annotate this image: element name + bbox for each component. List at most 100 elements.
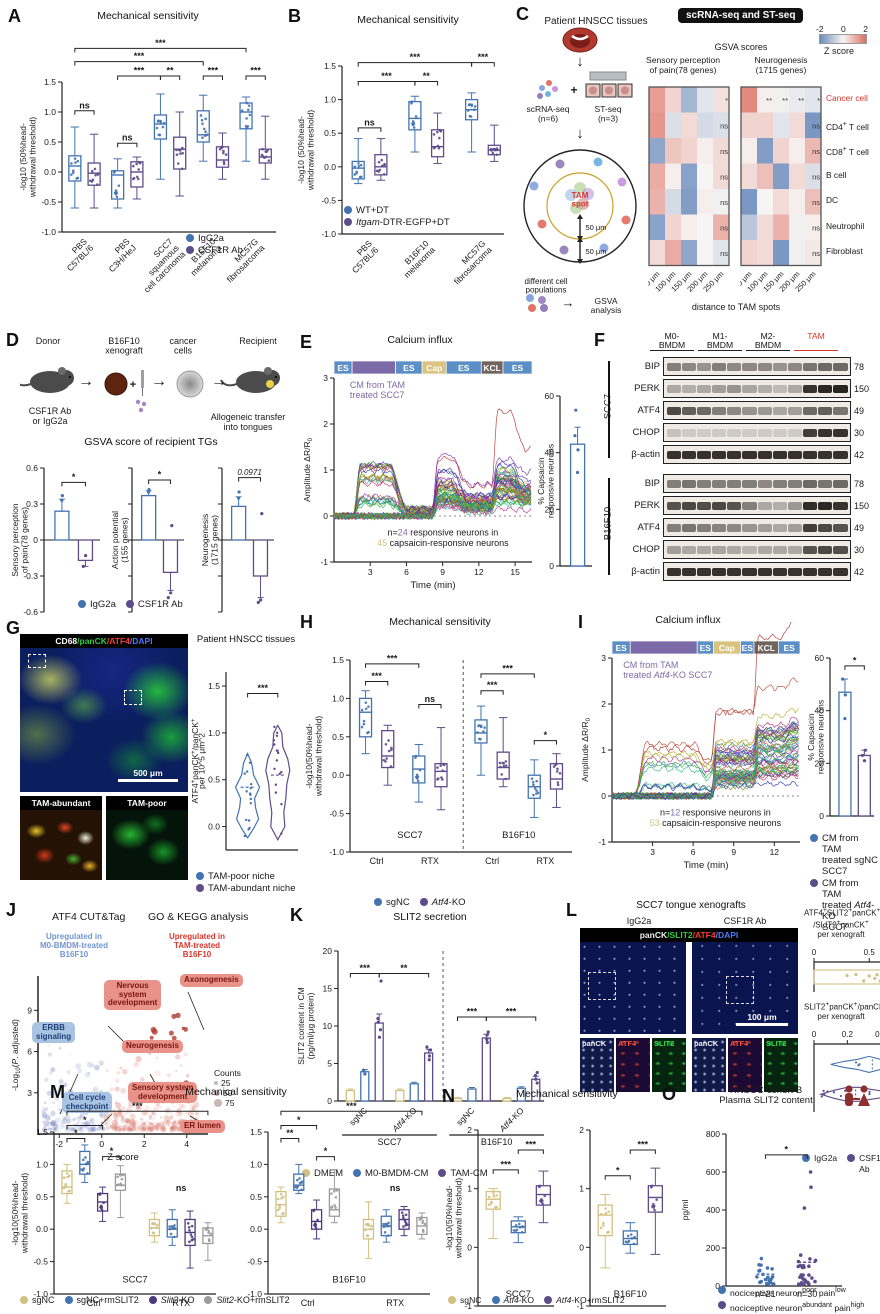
svg-text:Z score: Z score — [107, 1152, 139, 1163]
panel-i-title: Calcium influx — [655, 614, 721, 626]
go-term-label: ERBB signaling — [32, 1022, 76, 1043]
svg-text:0.0971: 0.0971 — [237, 468, 261, 477]
panel-e: E Calcium influx 3 2 1 0 -1 Amplitude ΔR/R0 3 6… — [300, 332, 594, 618]
svg-text:scRNA-seq(n=6): scRNA-seq (n=6) — [527, 104, 570, 124]
svg-text:***: *** — [134, 51, 145, 61]
svg-text:9: 9 — [27, 1005, 32, 1015]
svg-text:+: + — [570, 83, 577, 97]
panel-letter: C — [516, 4, 529, 24]
svg-text:Ctrl: Ctrl — [485, 856, 499, 866]
svg-text:-log10(50%head-withdrawal thre: -log10(50%head-withdrawal threshold) — [304, 716, 324, 797]
counts-legend: Counts 25 50 75 — [214, 1068, 241, 1108]
neurogenesis-heatmap: ** ** ** * ns ns ns ns ns ns 50 μm 100 μm 150 μm 200 … — [732, 86, 826, 306]
svg-text:60: 60 — [545, 391, 555, 401]
svg-text:15: 15 — [323, 984, 333, 994]
blot-col-label: M0- BMDM — [650, 332, 694, 351]
upregulated-m0-label: Upregulated in M0-BMDM-treated B16F10 — [40, 932, 108, 959]
slit2-bars: 20 15 10 5 0 SLIT2 content in CM(pg/ml/μg pro… — [294, 923, 548, 1170]
svg-text:*: * — [616, 1165, 620, 1175]
svg-text:ES: ES — [337, 363, 349, 373]
legend-dot — [544, 1296, 553, 1304]
svg-text:6: 6 — [691, 847, 696, 857]
svg-text:***: *** — [506, 1007, 517, 1017]
svg-text:SCC7squamouscell carcinoma: SCC7squamouscell carcinoma — [129, 236, 187, 294]
svg-text:0.5: 0.5 — [864, 948, 876, 957]
svg-text:ns: ns — [720, 147, 728, 156]
svg-text:% Capsaicinresponsive neurons: % Capsaicinresponsive neurons — [806, 700, 826, 774]
svg-text:***: *** — [410, 52, 421, 62]
svg-text:1.0: 1.0 — [332, 693, 344, 703]
svg-text:45 capsaicin-responsive neuron: 45 capsaicin-responsive neurons — [377, 538, 509, 548]
panel-l-legend: IgG2a CSF1R Ab — [802, 1152, 880, 1176]
svg-text:*: * — [110, 1146, 114, 1156]
calcium-traces-atf4ko: 3 2 1 0 -1 Amplitude ΔR/R0 3 6 9 12 Time (min) ES ES… — [578, 615, 804, 889]
go-term-label: Cell cycle checkpoint — [62, 1092, 113, 1113]
panel-b-legend: WT+DT Itgam-DTR-EGFP+DT — [344, 204, 450, 229]
blot-protein-label: β-actin — [631, 566, 660, 577]
svg-text:***: *** — [381, 71, 392, 81]
svg-text:ES: ES — [784, 643, 796, 653]
svg-text:15: 15 — [510, 567, 520, 577]
svg-text:*: * — [785, 1144, 789, 1154]
panel-o-title: HNSCC-cohort B Plasma SLIT2 content — [719, 1085, 813, 1106]
svg-text:3: 3 — [601, 653, 606, 663]
tam-spot-diagram: ↓ + scRNA-seq (n=6) ST-seq (n=3) ↓ TAM spot 50 μm… — [516, 26, 648, 332]
neurogenesis-bars: Neurogenesis(1715 genes) 0.0971 — [198, 450, 276, 625]
legend-dot — [204, 1296, 213, 1304]
svg-text:ns: ns — [720, 172, 728, 181]
svg-text:2: 2 — [467, 1125, 472, 1135]
inset-atf4: ATF4 — [728, 1038, 762, 1092]
panel-letter: H — [300, 612, 313, 632]
svg-text:B16F10: B16F10 — [332, 1274, 365, 1285]
svg-text:ns: ns — [812, 172, 820, 181]
panel-letter: G — [6, 618, 21, 638]
svg-text:ST-seq(n=3): ST-seq (n=3) — [595, 104, 622, 124]
legend-dot — [419, 898, 428, 906]
blot-col-label: M1- BMDM — [698, 332, 742, 351]
svg-text:ns: ns — [812, 223, 820, 232]
legend-dot — [353, 1169, 362, 1177]
svg-text:SCC7: SCC7 — [122, 1274, 147, 1285]
igg2a-label: IgG2a — [626, 916, 652, 926]
svg-text:n=30: n=30 — [797, 1289, 817, 1299]
svg-text:***: *** — [208, 66, 219, 76]
legend-item: IgG2a — [802, 1153, 837, 1175]
panel-e-title: Calcium influx — [387, 334, 453, 346]
legend-item: nociceptive neuronabundant painhigh — [718, 1300, 864, 1314]
svg-text:*: * — [83, 1115, 87, 1125]
svg-text:ES: ES — [615, 643, 627, 653]
panel-letter: E — [300, 332, 313, 352]
svg-text:***: *** — [638, 1139, 649, 1149]
inset-panck: panCK — [580, 1038, 614, 1092]
svg-text:-1: -1 — [464, 1301, 472, 1311]
legend-dot — [196, 872, 204, 880]
svg-text:-log10(50%head-withdrawal thre: -log10(50%head-withdrawal threshold) — [444, 1178, 464, 1259]
blot-col-label: M2- BMDM — [746, 332, 790, 351]
panel-h-title: Mechanical sensitivity — [389, 616, 491, 628]
svg-text:RTX: RTX — [172, 1298, 190, 1308]
heatmap-row-label: Fibroblast — [826, 246, 863, 256]
csf1r-label: CSF1R Ab — [723, 916, 767, 926]
svg-text:12: 12 — [770, 847, 780, 857]
svg-text:Sensory perceptionof pain(78 g: Sensory perceptionof pain(78 genes) — [10, 503, 30, 577]
svg-text:ES: ES — [458, 363, 470, 373]
svg-text:12: 12 — [474, 567, 484, 577]
svg-text:600: 600 — [706, 1167, 720, 1177]
svg-text:0: 0 — [33, 535, 38, 545]
panel-b-boxplot: 1.5 1.0 0.5 0.0 -0.5 -1.0 -log10 (50%head-with… — [294, 22, 508, 303]
svg-text:ns: ns — [176, 1183, 187, 1193]
svg-text:1: 1 — [601, 745, 606, 755]
legend-dot — [78, 600, 86, 608]
blot-protein-label: CHOP — [632, 544, 660, 555]
blot-weight-label: 42 — [854, 566, 865, 577]
heatmap1-title: Sensory perception of pain(78 genes) — [645, 55, 721, 75]
zscore-colorbar: -2 0 2 Z score — [816, 24, 868, 56]
legend-item: TAM-abundant niche — [196, 883, 296, 894]
panel-i: I Calcium influx 3 2 1 0 -1 Amplitude ΔR/R0 3 6… — [578, 612, 878, 933]
svg-text:ns: ns — [720, 121, 728, 130]
legend-dot — [20, 1296, 28, 1304]
legend-dot — [438, 1169, 447, 1177]
svg-text:***: *** — [346, 1101, 357, 1111]
